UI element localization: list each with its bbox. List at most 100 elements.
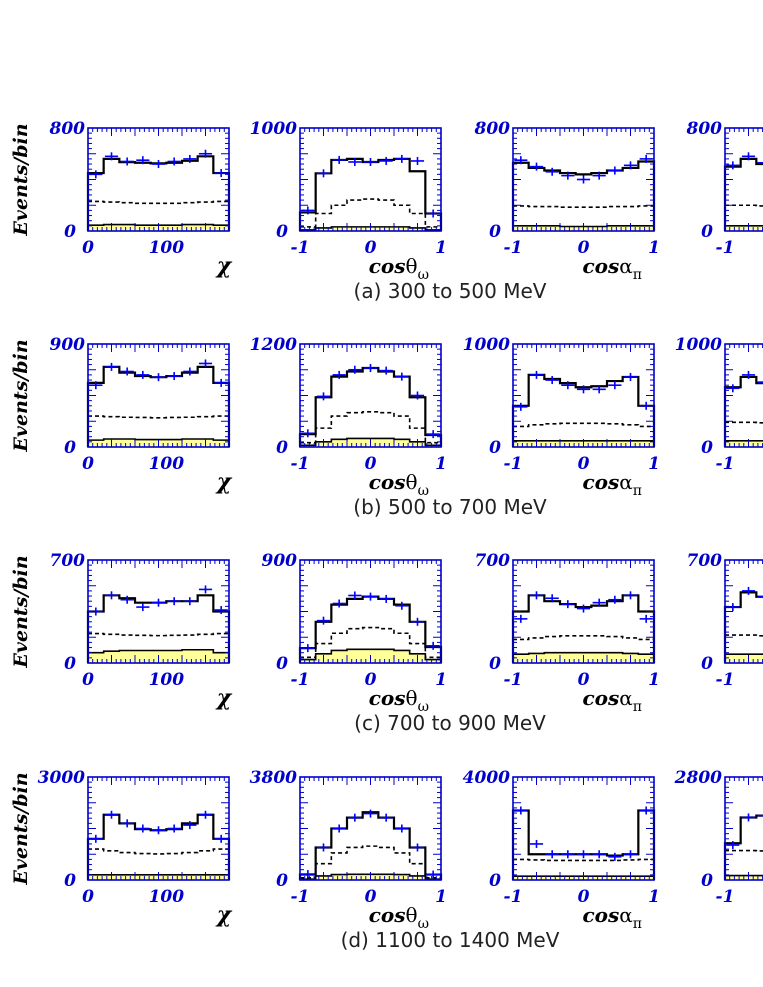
x-tick-label: 0 (82, 670, 94, 690)
fit-histogram (511, 809, 656, 880)
y-max-label: 3800 (250, 768, 297, 788)
fit-histogram (723, 591, 763, 663)
x-tick-label: 1 (435, 670, 447, 690)
component-dashed-curve (513, 858, 654, 862)
background-curve (513, 651, 654, 655)
x-tick-label: 0 (578, 670, 590, 690)
plot-frame (87, 343, 230, 448)
y-min-label: 0 (701, 654, 713, 674)
y-min-label: 0 (701, 222, 713, 242)
y-max-label: 3000 (38, 768, 85, 788)
fit-histogram (511, 160, 656, 231)
x-axis-label: cosθω (369, 254, 429, 283)
fit-histogram (723, 375, 763, 447)
y-min-label: 0 (489, 871, 501, 891)
panel-1-1: 800 00 100 χ (49, 119, 233, 279)
y-axis-label: Events/bin (10, 772, 32, 885)
x-tick-label: 100 (149, 670, 185, 690)
y-max-label: 800 (686, 119, 723, 139)
x-tick-label: -1 (716, 670, 735, 690)
y-max-label: 2800 (674, 768, 722, 788)
y-min-label: 0 (701, 438, 713, 458)
x-axis-label: cosαπ (583, 254, 643, 283)
y-min-label: 0 (276, 654, 288, 674)
y-max-label: 900 (50, 335, 86, 355)
x-tick-label: 1 (648, 454, 660, 474)
plot-frame (87, 127, 230, 232)
component-dashed-curve (88, 848, 229, 855)
row-caption: (b) 500 to 700 MeV (353, 495, 547, 519)
component-dashed-curve (88, 200, 229, 205)
x-axis-label: χ (215, 685, 233, 711)
fit-histogram (298, 811, 443, 880)
component-dashed-curve (300, 626, 441, 659)
y-axis-label: Events/bin (10, 123, 32, 236)
x-tick-label: -1 (504, 238, 523, 258)
y-max-label: 1000 (250, 119, 297, 139)
x-tick-label: 0 (578, 454, 590, 474)
y-min-label: 0 (276, 438, 288, 458)
x-axis-label: χ (215, 902, 233, 928)
x-tick-label: -1 (716, 238, 735, 258)
y-max-label: 800 (49, 119, 86, 139)
y-max-label: 4000 (463, 768, 510, 788)
y-max-label: 1000 (675, 335, 722, 355)
row-caption: (d) 1100 to 1400 MeV (341, 928, 560, 952)
x-tick-label: 0 (82, 887, 94, 907)
x-axis-label: cosαπ (583, 470, 643, 499)
x-tick-label: -1 (504, 887, 523, 907)
x-tick-label: 1 (648, 670, 660, 690)
fit-histogram (723, 157, 763, 231)
x-tick-label: -1 (716, 887, 735, 907)
y-min-label: 0 (64, 654, 76, 674)
background-curve (88, 648, 229, 654)
row-caption: (c) 700 to 900 MeV (354, 711, 546, 735)
fit-histogram (298, 366, 443, 447)
component-dashed-curve (300, 845, 441, 879)
x-tick-label: 0 (578, 238, 590, 258)
x-axis-label: cosαπ (583, 686, 643, 715)
x-tick-label: 1 (435, 454, 447, 474)
component-dashed-curve (725, 421, 763, 424)
fit-histogram (86, 813, 231, 880)
plot-frame (299, 776, 442, 881)
x-tick-label: 1 (435, 238, 447, 258)
y-axis-label: Events/bin (10, 555, 32, 668)
y-max-label: 700 (50, 551, 86, 571)
x-axis-label: cosθω (369, 686, 429, 715)
panel-3-4: 700 0-1 (687, 551, 763, 690)
x-tick-label: 1 (648, 238, 660, 258)
component-dashed-curve (513, 634, 654, 641)
panel-4-1: 3000 00 100 χ (38, 768, 233, 928)
x-tick-label: 100 (149, 887, 185, 907)
x-tick-label: 0 (365, 454, 377, 474)
panel-3-1: 700 00 100 χ (50, 551, 233, 711)
x-tick-label: 1 (435, 887, 447, 907)
fit-histogram (298, 157, 443, 231)
y-min-label: 0 (276, 222, 288, 242)
y-max-label: 900 (262, 551, 298, 571)
x-tick-label: 0 (365, 887, 377, 907)
component-dashed-curve (513, 422, 654, 428)
x-tick-label: 0 (365, 670, 377, 690)
x-axis-label: χ (215, 253, 233, 279)
y-max-label: 1000 (463, 335, 510, 355)
component-dashed-curve (300, 411, 441, 444)
y-min-label: 0 (489, 222, 501, 242)
panel-2-4: 1000 0-1 (675, 335, 763, 474)
x-tick-label: -1 (291, 238, 310, 258)
y-min-label: 0 (64, 222, 76, 242)
x-tick-label: 100 (149, 454, 185, 474)
x-axis-label: cosαπ (583, 903, 643, 932)
x-tick-label: 0 (82, 238, 94, 258)
x-tick-label: -1 (504, 670, 523, 690)
